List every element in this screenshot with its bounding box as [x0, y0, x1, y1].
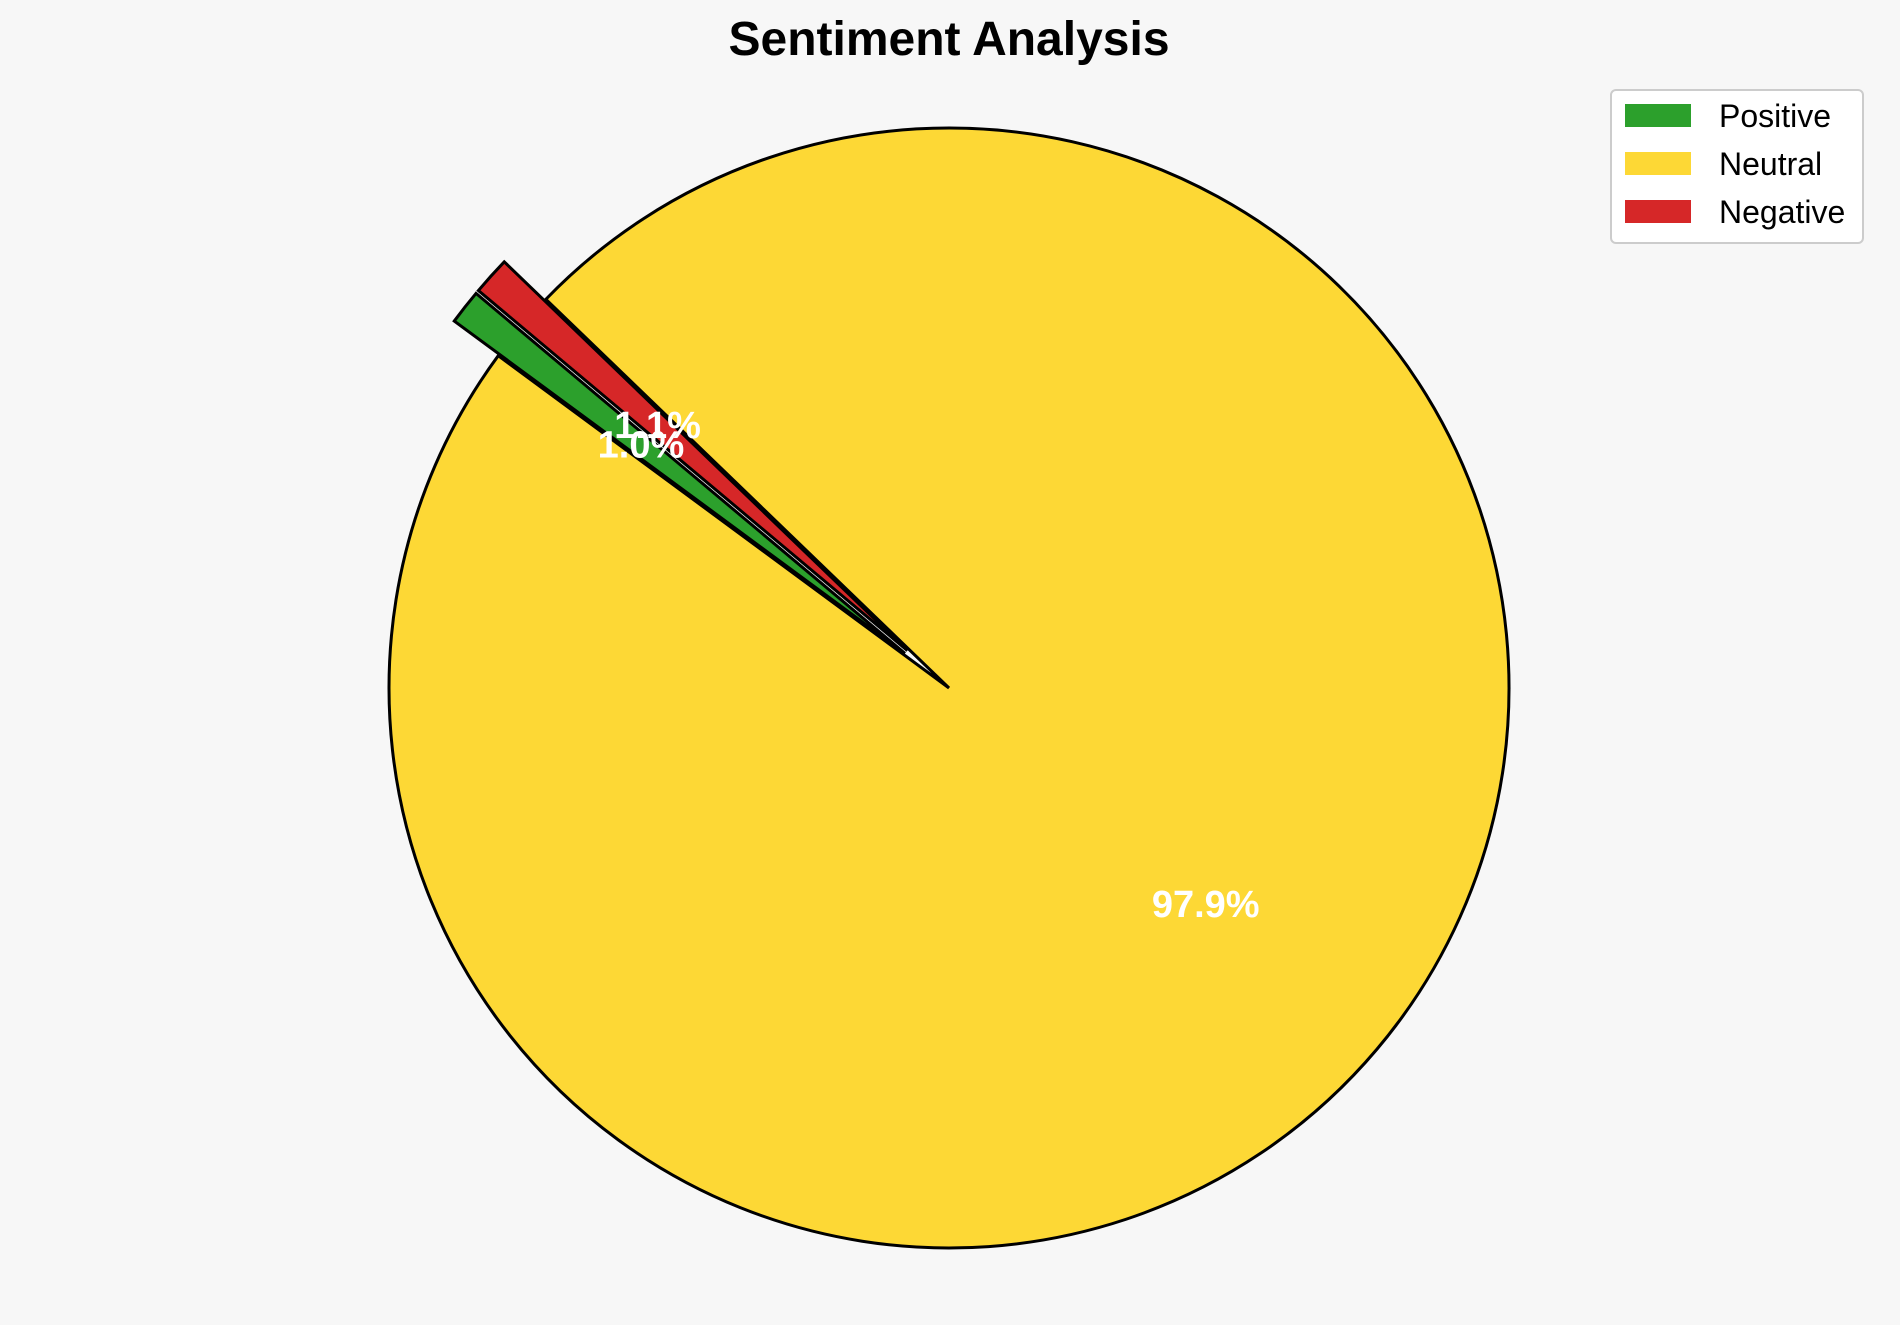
pie-label-neutral: 97.9%: [1152, 884, 1260, 926]
legend-swatch-neutral: [1625, 152, 1691, 175]
pie-value-labels: 1.0% 97.9% 1.1%: [598, 405, 1260, 926]
pie-slice-neutral: [387, 126, 1511, 1250]
pie-label-positive: 1.0%: [598, 425, 685, 467]
legend-swatch-negative: [1625, 200, 1691, 223]
legend-label-positive: Positive: [1719, 98, 1831, 134]
chart-legend: Positive Neutral Negative: [1610, 89, 1864, 244]
legend-label-neutral: Neutral: [1719, 146, 1822, 182]
legend-swatch-positive: [1625, 104, 1691, 127]
pie-slices: [387, 126, 1511, 1250]
pie-slice-negative: [476, 259, 909, 652]
pie-label-negative: 1.1%: [614, 405, 701, 447]
chart-title: Sentiment Analysis: [728, 13, 1169, 66]
legend-label-negative: Negative: [1719, 194, 1845, 230]
pie-slice-positive: [452, 291, 906, 655]
